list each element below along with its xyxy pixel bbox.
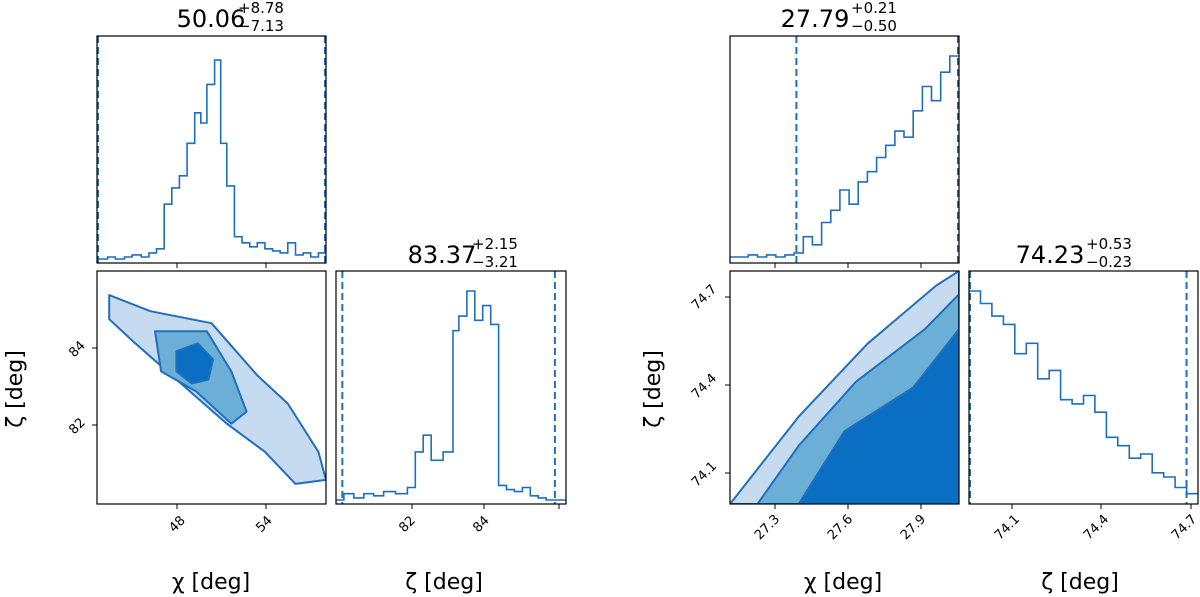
left-zeta-histogram-step xyxy=(336,290,566,501)
right-2d-contour-panel: 27.3 27.6 27.9 74.7 74.4 74.1 ζ [deg] χ … xyxy=(641,270,960,595)
left-chi-median: 50.06 xyxy=(177,5,246,33)
right-2d-ytick-label: 74.7 xyxy=(689,282,720,313)
right-2d-contour-inner xyxy=(797,328,959,504)
left-chi-histogram xyxy=(97,36,326,263)
right-zeta-median: 74.23 xyxy=(1016,241,1085,269)
right-chi-histogram xyxy=(730,36,959,263)
left-zeta-title: 83.37 xyxy=(408,241,477,269)
left-zeta-xtick-label: 82 xyxy=(396,513,418,535)
left-zeta-histogram xyxy=(336,271,566,504)
right-zeta-title: 74.23 xyxy=(1016,241,1085,269)
left-zeta-xtick-label: 84 xyxy=(470,513,492,535)
left-chi-histogram-frame xyxy=(96,35,327,264)
left-zeta-histogram-frame xyxy=(335,270,567,505)
right-zeta-histogram xyxy=(969,271,1198,504)
left-chi-minus: −7.13 xyxy=(238,17,284,35)
left-2d-contour-inner xyxy=(175,342,214,385)
right-2d-xtick-label: 27.9 xyxy=(898,512,929,543)
left-ylabel: ζ [deg] xyxy=(3,350,28,428)
right-chi-histogram-step xyxy=(730,55,959,258)
right-chi-histogram-frame xyxy=(729,35,960,264)
right-zeta-xtick-label: 74.4 xyxy=(1081,512,1112,543)
left-zeta-minus: −3.21 xyxy=(472,253,518,271)
right-2d-xtick-label: 27.3 xyxy=(752,512,783,543)
right-zeta-xtick-label: 74.7 xyxy=(1169,512,1200,543)
left-zeta-xlabel: ζ [deg] xyxy=(405,570,483,595)
left-zeta-histogram-panel: 82 84 83.37 +2.15 −3.21 ζ [deg] xyxy=(335,235,567,595)
right-chi-minus: −0.50 xyxy=(851,17,897,35)
left-2d-frame xyxy=(96,270,327,505)
right-chi-title: 27.79 xyxy=(781,5,850,33)
right-zeta-xlabel: ζ [deg] xyxy=(1041,570,1119,595)
left-chi-title: 50.06 xyxy=(177,5,246,33)
left-chi-plus: +8.78 xyxy=(238,0,284,17)
right-2d-ytick-label: 74.4 xyxy=(689,371,720,402)
left-2d-contour-panel: 48 54 84 82 ζ [deg] χ [deg] xyxy=(3,270,327,595)
right-corner-plot: 27.79 +0.21 −0.50 27.3 27.6 27.9 74.7 74… xyxy=(641,0,1200,595)
right-2d-frame xyxy=(729,270,960,505)
left-chi-histogram-step xyxy=(97,59,326,260)
right-zeta-minus: −0.23 xyxy=(1086,253,1132,271)
right-zeta-histogram-frame xyxy=(968,270,1199,505)
right-ylabel: ζ [deg] xyxy=(641,350,666,428)
left-corner-plot: 50.06 +8.78 −7.13 48 54 84 82 ζ [deg] χ … xyxy=(3,0,567,595)
left-2d-ytick-label: 82 xyxy=(66,415,88,437)
right-zeta-histogram-panel: 74.1 74.4 74.7 74.23 +0.53 −0.23 ζ [deg] xyxy=(968,235,1200,595)
right-2d-ytick-label: 74.1 xyxy=(689,459,720,490)
left-2d-contours xyxy=(108,294,326,485)
left-2d-ytick-label: 84 xyxy=(66,338,88,360)
left-zeta-median: 83.37 xyxy=(408,241,477,269)
right-zeta-histogram-step xyxy=(969,290,1198,495)
left-2d-xtick-label: 48 xyxy=(166,513,188,535)
left-chi-xlabel: χ [deg] xyxy=(172,570,250,595)
left-chi-histogram-panel: 50.06 +8.78 −7.13 xyxy=(96,0,327,268)
right-chi-histogram-panel: 27.79 +0.21 −0.50 xyxy=(729,0,960,268)
left-2d-xtick-label: 54 xyxy=(253,513,275,535)
right-2d-xtick-label: 27.6 xyxy=(825,512,856,543)
right-chi-xlabel: χ [deg] xyxy=(804,570,882,595)
right-zeta-xtick-label: 74.1 xyxy=(992,512,1023,543)
right-chi-median: 27.79 xyxy=(781,5,850,33)
right-2d-contours xyxy=(730,271,959,504)
left-zeta-plus: +2.15 xyxy=(472,235,518,253)
right-zeta-plus: +0.53 xyxy=(1086,235,1132,253)
right-chi-plus: +0.21 xyxy=(851,0,897,17)
